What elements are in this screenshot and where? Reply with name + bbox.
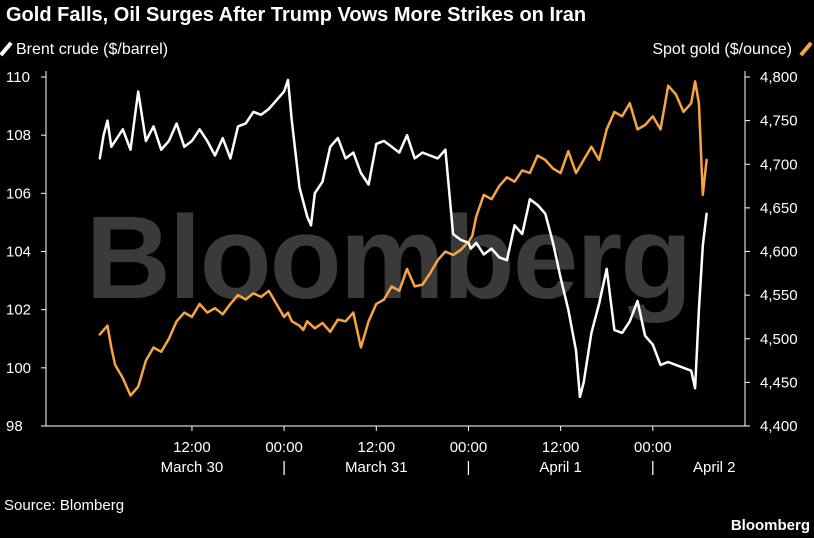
legend-gold-label: Spot gold ($/ounce) bbox=[652, 41, 792, 58]
left-tick-label: 102 bbox=[6, 302, 31, 319]
legend-gold: Spot gold ($/ounce) bbox=[652, 41, 813, 59]
x-date-separator: | bbox=[651, 459, 655, 476]
x-tick-label: 00:00 bbox=[634, 439, 672, 456]
x-tick-label: 12:00 bbox=[358, 439, 396, 456]
spot-gold-line bbox=[98, 80, 708, 397]
right-tick-label: 4,800 bbox=[760, 69, 798, 86]
source-note: Source: Blomberg bbox=[4, 497, 125, 514]
x-date-label: March 30 bbox=[161, 459, 224, 476]
right-tick-label: 4,400 bbox=[760, 418, 798, 435]
right-tick-label: 4,650 bbox=[760, 200, 798, 217]
bloomberg-watermark: Bloomberg bbox=[86, 192, 691, 324]
bloomberg-logo: Bloomberg bbox=[730, 517, 810, 534]
left-tick-label: 106 bbox=[6, 185, 31, 202]
x-tick-label: 00:00 bbox=[265, 439, 303, 456]
x-date-label: April 1 bbox=[539, 459, 582, 476]
left-tick-label: 98 bbox=[6, 418, 23, 435]
x-tick-label: 12:00 bbox=[542, 439, 580, 456]
right-tick-label: 4,550 bbox=[760, 287, 798, 304]
right-tick-label: 4,450 bbox=[760, 374, 798, 391]
right-tick-label: 4,500 bbox=[760, 331, 798, 348]
x-date-separator: | bbox=[467, 459, 471, 476]
x-date-label: March 31 bbox=[345, 459, 408, 476]
right-tick-label: 4,600 bbox=[760, 244, 798, 261]
right-tick-label: 4,700 bbox=[760, 156, 798, 173]
x-date-separator: | bbox=[282, 459, 286, 476]
left-tick-label: 100 bbox=[6, 360, 31, 377]
left-tick-label: 110 bbox=[6, 69, 30, 86]
chart-title: Gold Falls, Oil Surges After Trump Vows … bbox=[6, 4, 587, 26]
left-tick-label: 104 bbox=[6, 244, 31, 261]
x-tick-label: 12:00 bbox=[173, 439, 211, 456]
left-tick-label: 108 bbox=[6, 127, 31, 144]
legend-brent: Brent crude ($/barrel) bbox=[0, 41, 169, 59]
brent-crude-line bbox=[98, 78, 708, 399]
legend-brent-label: Brent crude ($/barrel) bbox=[16, 41, 169, 58]
x-tick-label: 00:00 bbox=[450, 439, 488, 456]
right-tick-label: 4,750 bbox=[760, 113, 798, 130]
x-date-label: April 2 bbox=[693, 459, 736, 476]
